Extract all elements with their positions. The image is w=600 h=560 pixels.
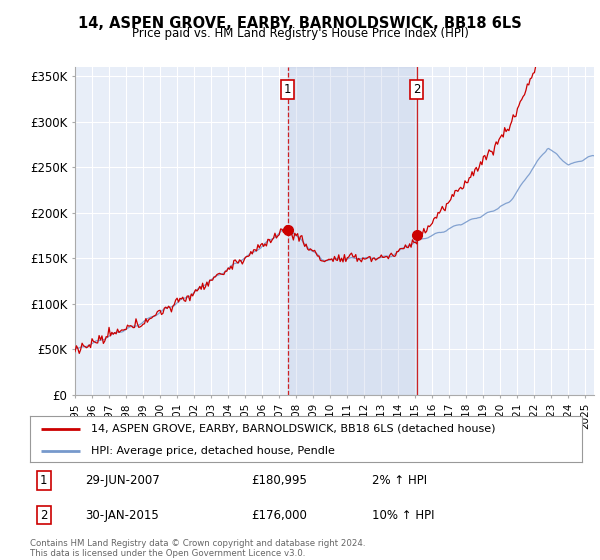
Text: Contains HM Land Registry data © Crown copyright and database right 2024.
This d: Contains HM Land Registry data © Crown c… <box>30 539 365 558</box>
Text: 1: 1 <box>284 83 292 96</box>
Text: £180,995: £180,995 <box>251 474 307 487</box>
Text: 14, ASPEN GROVE, EARBY, BARNOLDSWICK, BB18 6LS: 14, ASPEN GROVE, EARBY, BARNOLDSWICK, BB… <box>78 16 522 31</box>
Text: 14, ASPEN GROVE, EARBY, BARNOLDSWICK, BB18 6LS (detached house): 14, ASPEN GROVE, EARBY, BARNOLDSWICK, BB… <box>91 424 495 434</box>
Text: 10% ↑ HPI: 10% ↑ HPI <box>372 508 435 521</box>
Text: £176,000: £176,000 <box>251 508 307 521</box>
Text: HPI: Average price, detached house, Pendle: HPI: Average price, detached house, Pend… <box>91 446 335 455</box>
Text: 2: 2 <box>40 508 47 521</box>
Text: 29-JUN-2007: 29-JUN-2007 <box>85 474 160 487</box>
Text: 2: 2 <box>413 83 421 96</box>
Text: Price paid vs. HM Land Registry's House Price Index (HPI): Price paid vs. HM Land Registry's House … <box>131 27 469 40</box>
Text: 30-JAN-2015: 30-JAN-2015 <box>85 508 159 521</box>
Text: 1: 1 <box>40 474 47 487</box>
Text: 2% ↑ HPI: 2% ↑ HPI <box>372 474 427 487</box>
Bar <box>288 67 416 395</box>
